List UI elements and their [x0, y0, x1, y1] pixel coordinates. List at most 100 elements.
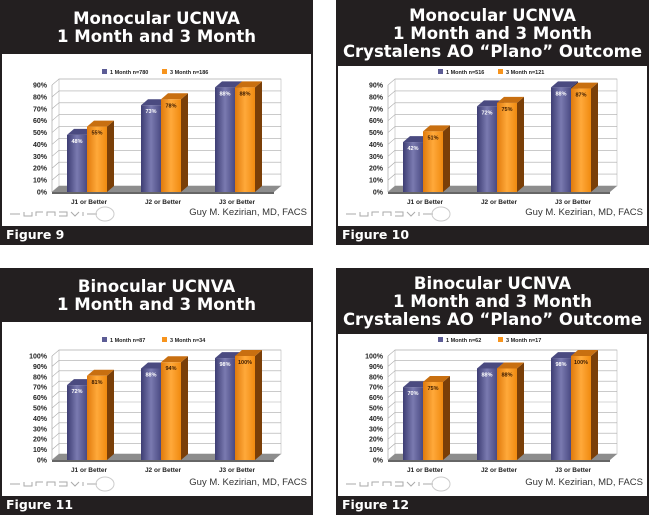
- gridline: [51, 114, 281, 121]
- data-label: 72%: [71, 389, 82, 395]
- data-label: 88%: [219, 91, 230, 97]
- title-line: Monocular UCNVA: [409, 6, 576, 25]
- data-label: 98%: [219, 362, 230, 368]
- data-label: 42%: [407, 146, 418, 152]
- data-label: 100%: [574, 360, 588, 366]
- data-label: 75%: [501, 107, 512, 113]
- figure-label: Figure 9: [2, 226, 311, 243]
- bar: [161, 93, 188, 192]
- y-tick-label: 20%: [369, 166, 384, 173]
- gridline: [51, 102, 281, 110]
- y-tick-label: 100%: [365, 354, 384, 361]
- y-tick-label: 0%: [37, 190, 48, 197]
- x-tick-label: J1 or Better: [71, 467, 108, 474]
- y-tick-label: 10%: [369, 178, 384, 185]
- surgivision-logo: [10, 206, 115, 222]
- data-label: 48%: [71, 139, 82, 145]
- y-tick-label: 50%: [33, 130, 48, 137]
- figure-label: Figure 11: [2, 496, 311, 513]
- y-tick-label: 40%: [33, 142, 48, 149]
- data-label: 51%: [427, 135, 438, 141]
- data-label: 88%: [501, 372, 512, 378]
- legend-label: 1 Month n=87: [110, 338, 145, 344]
- gridline: [51, 360, 281, 367]
- chart-title: Binocular UCNVA 1 Month and 3 Month Crys…: [338, 270, 647, 334]
- legend-label: 3 Month n=34: [170, 338, 206, 344]
- y-tick-label: 80%: [33, 374, 48, 381]
- gridline: [51, 370, 281, 378]
- gridline: [387, 102, 617, 110]
- x-tick-label: J1 or Better: [71, 199, 108, 206]
- legend-swatch: [498, 337, 503, 342]
- y-tick-label: 50%: [369, 130, 384, 137]
- legend: 1 Month n=780 3 Month n=186: [102, 69, 208, 76]
- y-tick-label: 70%: [33, 385, 48, 392]
- title-line: 1 Month and 3 Month: [57, 295, 256, 314]
- figure-10-panel: Monocular UCNVA 1 Month and 3 Month Crys…: [336, 0, 649, 245]
- bar-chart: 1 Month n=780 3 Month n=186 0% 10% 20% 30% 40%…: [33, 69, 282, 206]
- y-tick-label: 90%: [369, 83, 384, 90]
- chart-title: Monocular UCNVA 1 Month and 3 Month Crys…: [338, 2, 647, 66]
- data-label: 81%: [91, 380, 102, 386]
- gridline: [387, 161, 617, 169]
- footer: Guy M. Kezirian, MD, FACS: [338, 203, 647, 223]
- bar: [235, 81, 262, 192]
- surgivision-logo: [10, 476, 115, 492]
- y-tick-label: 10%: [369, 447, 384, 454]
- gridline: [387, 360, 617, 367]
- y-tick-label: 30%: [33, 426, 48, 433]
- data-label: 88%: [239, 91, 250, 97]
- figure-label: Figure 12: [338, 496, 647, 513]
- legend-label: 1 Month n=780: [110, 70, 148, 76]
- bar: [87, 369, 114, 460]
- x-tick-label: J2 or Better: [481, 199, 518, 206]
- y-tick-label: 90%: [33, 83, 48, 90]
- legend-swatch: [498, 69, 503, 74]
- gridline: [51, 173, 281, 181]
- bar: [497, 362, 524, 460]
- gridline: [51, 90, 281, 98]
- legend-label: 1 Month n=62: [446, 338, 481, 344]
- gridline: [51, 349, 281, 357]
- y-tick-label: 30%: [369, 154, 384, 161]
- y-tick-label: 30%: [33, 154, 48, 161]
- x-tick-label: J3 or Better: [219, 199, 256, 206]
- data-label: 88%: [145, 372, 156, 378]
- y-tick-label: 0%: [373, 458, 384, 465]
- gridline: [51, 161, 281, 169]
- x-tick-label: J2 or Better: [145, 199, 182, 206]
- data-label: 70%: [407, 391, 418, 397]
- gridline: [51, 412, 281, 419]
- data-label: 100%: [238, 360, 252, 366]
- bar: [571, 350, 598, 460]
- figure-label: Figure 10: [338, 226, 647, 243]
- gridline: [51, 443, 281, 450]
- legend-swatch: [102, 337, 107, 342]
- figure-12-panel: Binocular UCNVA 1 Month and 3 Month Crys…: [336, 268, 649, 515]
- legend-swatch: [162, 69, 167, 74]
- gridline: [387, 78, 617, 86]
- legend-label: 3 Month n=121: [506, 70, 544, 76]
- y-tick-label: 90%: [369, 364, 384, 371]
- data-label: 72%: [481, 110, 492, 116]
- bar: [161, 356, 188, 460]
- gridline: [51, 391, 281, 398]
- data-label: 88%: [555, 91, 566, 97]
- figure-9-panel: Monocular UCNVA 1 Month and 3 Month 1 Mo…: [0, 0, 313, 245]
- footer: Guy M. Kezirian, MD, FACS: [2, 473, 311, 493]
- y-tick-label: 80%: [369, 94, 384, 101]
- data-label: 55%: [91, 131, 102, 137]
- y-tick-label: 60%: [369, 118, 384, 125]
- surgivision-logo: [346, 476, 451, 492]
- y-tick-label: 100%: [29, 354, 48, 361]
- bar-chart: 1 Month n=87 3 Month n=34 0% 10% 20% 30% 40% 50…: [29, 337, 282, 474]
- gridline: [387, 432, 617, 440]
- chart-title: Monocular UCNVA 1 Month and 3 Month: [2, 2, 311, 54]
- data-label: 88%: [481, 372, 492, 378]
- y-tick-label: 70%: [33, 106, 48, 113]
- gridline: [387, 126, 617, 133]
- gridline: [387, 114, 617, 121]
- data-label: 94%: [165, 366, 176, 372]
- y-tick-label: 20%: [33, 437, 48, 444]
- gridline: [51, 422, 281, 430]
